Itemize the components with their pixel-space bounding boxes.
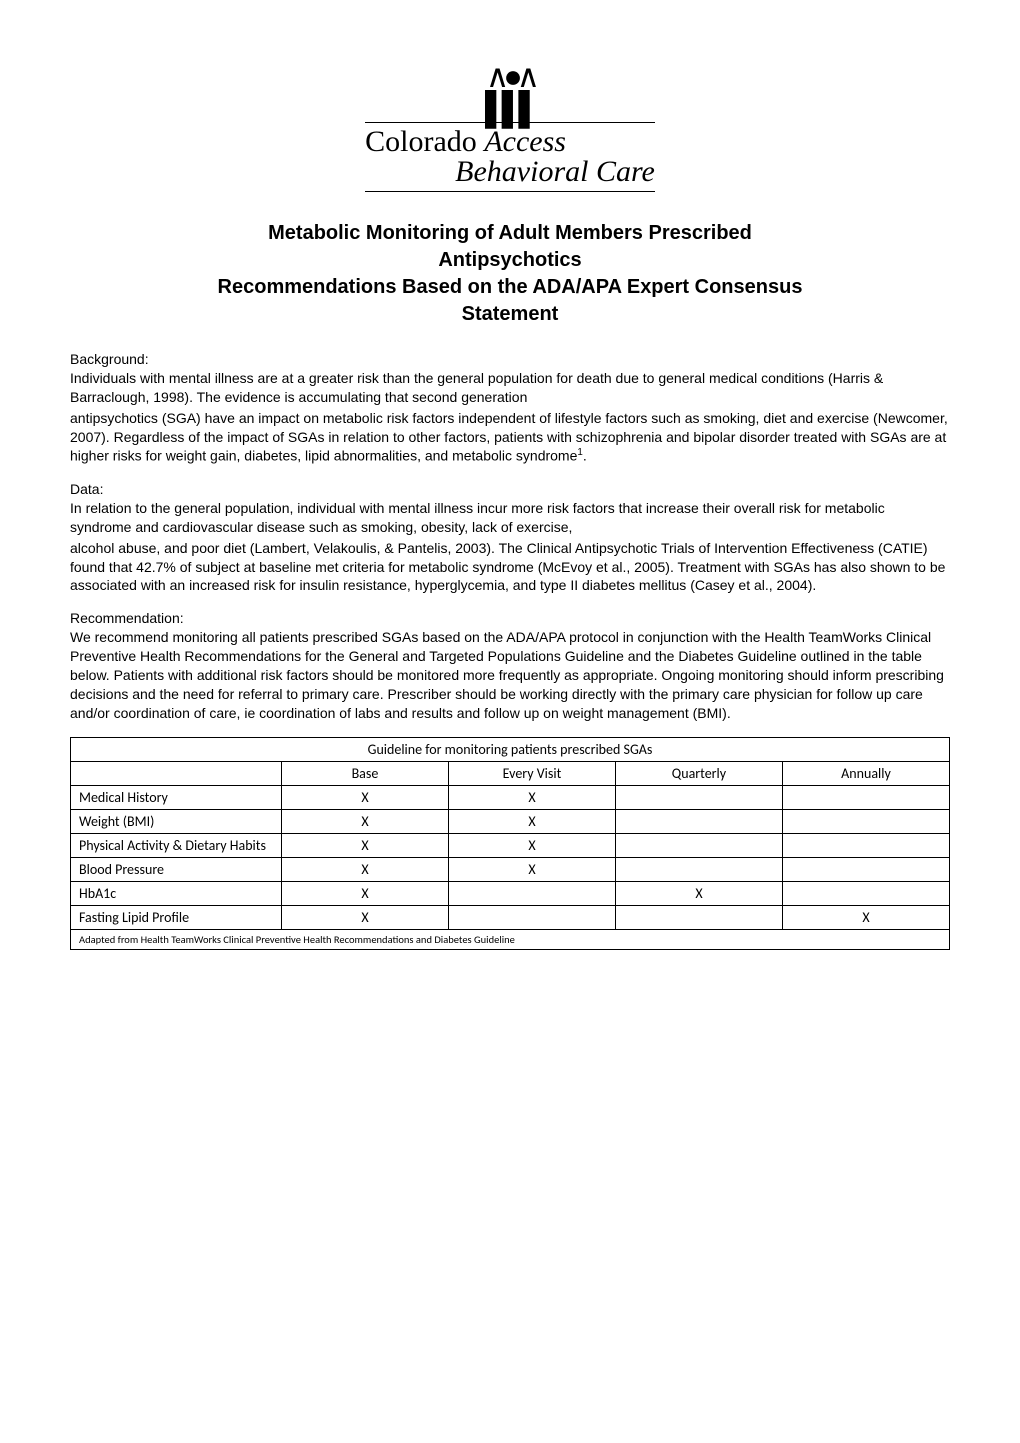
background-label: Background: <box>70 350 950 369</box>
title-line-2: Antipsychotics <box>438 249 581 271</box>
table-cell: X <box>281 857 448 881</box>
table-cell: X <box>448 833 615 857</box>
background-p1: Individuals with mental illness are at a… <box>70 369 950 407</box>
logo-line1-italic: Access <box>484 125 566 158</box>
table-row-label: HbA1c <box>71 881 282 905</box>
recommendation-p1: We recommend monitoring all patients pre… <box>70 628 950 722</box>
table-row-label: Medical History <box>71 785 282 809</box>
table-caption: Guideline for monitoring patients prescr… <box>71 737 950 761</box>
table-row-label: Physical Activity & Dietary Habits <box>71 833 282 857</box>
table-row-label: Blood Pressure <box>71 857 282 881</box>
table-row: Medical HistoryXX <box>71 785 950 809</box>
title-line-3: Recommendations Based on the ADA/APA Exp… <box>218 276 803 298</box>
table-cell: X <box>448 785 615 809</box>
table-cell: X <box>281 809 448 833</box>
table-cell <box>448 881 615 905</box>
table-row-label: Weight (BMI) <box>71 809 282 833</box>
table-header-cell <box>71 761 282 785</box>
table-cell: X <box>281 785 448 809</box>
table-cell <box>448 905 615 929</box>
table-cell <box>782 833 949 857</box>
table-cell <box>782 881 949 905</box>
table-row-label: Fasting Lipid Profile <box>71 905 282 929</box>
table-row: Weight (BMI)XX <box>71 809 950 833</box>
table-cell <box>615 809 782 833</box>
data-p1: In relation to the general population, i… <box>70 499 950 537</box>
table-cell: X <box>782 905 949 929</box>
logo-line2: Behavioral Care <box>365 155 655 192</box>
table-footnote: Adapted from Health TeamWorks Clinical P… <box>71 929 950 949</box>
page-title: Metabolic Monitoring of Adult Members Pr… <box>70 220 950 328</box>
recommendation-label: Recommendation: <box>70 609 950 628</box>
table-cell <box>782 809 949 833</box>
data-section: Data: In relation to the general populat… <box>70 480 950 595</box>
background-p2-pre: antipsychotics (SGA) have an impact on m… <box>70 410 948 464</box>
table-row: Blood PressureXX <box>71 857 950 881</box>
logo-icon: ∧●∧▌▌▌ <box>365 60 655 124</box>
table-header-cell: Every Visit <box>448 761 615 785</box>
table-cell: X <box>281 833 448 857</box>
table-cell: X <box>281 881 448 905</box>
title-line-1: Metabolic Monitoring of Adult Members Pr… <box>268 222 752 244</box>
logo: ∧●∧▌▌▌ Colorado Access Behavioral Care <box>365 60 655 192</box>
table-cell <box>782 785 949 809</box>
table-cell: X <box>448 809 615 833</box>
data-label: Data: <box>70 480 950 499</box>
table-cell <box>615 905 782 929</box>
data-p2: alcohol abuse, and poor diet (Lambert, V… <box>70 539 950 596</box>
background-p2-post: . <box>583 448 587 464</box>
table-row: HbA1cXX <box>71 881 950 905</box>
background-section: Background: Individuals with mental illn… <box>70 350 950 466</box>
table-cell <box>615 785 782 809</box>
guideline-table: Guideline for monitoring patients prescr… <box>70 737 950 950</box>
background-p2: antipsychotics (SGA) have an impact on m… <box>70 409 950 466</box>
table-row: Fasting Lipid ProfileXX <box>71 905 950 929</box>
table-cell <box>615 833 782 857</box>
table-row: Physical Activity & Dietary HabitsXX <box>71 833 950 857</box>
table-header-cell: Annually <box>782 761 949 785</box>
table-header-cell: Quarterly <box>615 761 782 785</box>
table-cell: X <box>615 881 782 905</box>
table-header-cell: Base <box>281 761 448 785</box>
table-cell: X <box>281 905 448 929</box>
table-cell <box>782 857 949 881</box>
recommendation-section: Recommendation: We recommend monitoring … <box>70 609 950 722</box>
logo-line1-plain: Colorado <box>365 125 484 158</box>
table-cell: X <box>448 857 615 881</box>
table-cell <box>615 857 782 881</box>
logo-line1: Colorado Access <box>365 122 655 159</box>
title-line-4: Statement <box>462 303 559 325</box>
logo-block: ∧●∧▌▌▌ Colorado Access Behavioral Care <box>70 60 950 192</box>
